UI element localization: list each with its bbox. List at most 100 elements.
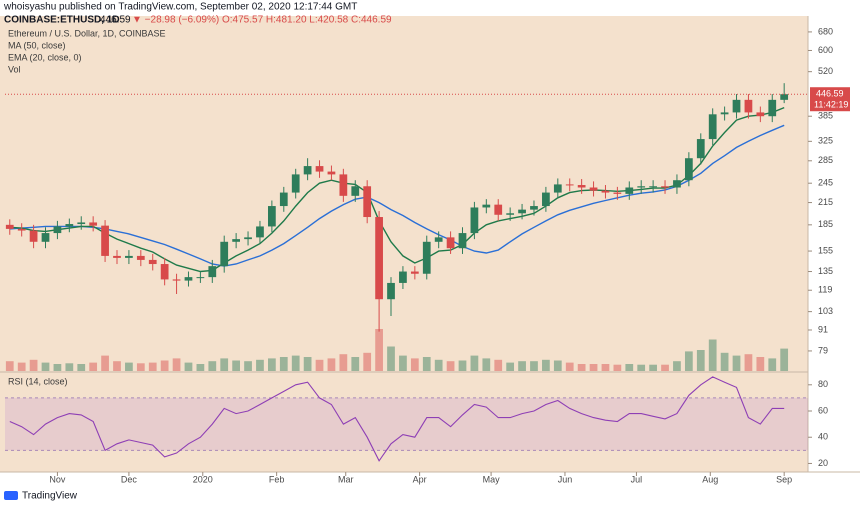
x-tick-label: Jul	[631, 474, 643, 484]
candle-body	[577, 185, 586, 188]
volume-bar	[661, 364, 669, 371]
volume-bar	[732, 355, 741, 371]
y-tick-label: 680	[818, 26, 833, 36]
candle-body	[506, 213, 515, 215]
volume-bar	[172, 358, 181, 371]
candle-body	[613, 192, 622, 194]
volume-bar	[268, 358, 276, 371]
volume-bar	[780, 348, 789, 371]
y-tick-label: 185	[818, 219, 833, 229]
candle-body	[5, 224, 14, 229]
candle-body	[720, 112, 729, 115]
candle-body	[172, 279, 181, 281]
candle-body	[387, 282, 395, 300]
candle-body	[482, 204, 491, 208]
volume-bar	[577, 364, 586, 371]
volume-bar	[637, 364, 646, 371]
candle-body	[696, 139, 705, 159]
candle-body	[101, 225, 109, 256]
y-tick-label: 215	[818, 197, 833, 207]
y-tick-label: 80	[818, 379, 828, 389]
candle-body	[756, 112, 765, 117]
candle-body	[220, 241, 229, 267]
candle-body	[160, 264, 169, 280]
candle-body	[363, 186, 372, 218]
volume-bar	[89, 362, 98, 371]
candle-body	[29, 230, 38, 242]
legend-rsi: RSI (14, close)	[8, 376, 68, 386]
volume-bar	[530, 361, 538, 371]
header-ohlc: O:475.57 H:481.20 L:420.58 C:446.59	[222, 15, 392, 26]
volume-bar	[101, 355, 109, 371]
volume-bar	[351, 357, 360, 371]
volume-bar	[315, 359, 324, 371]
header-change: ▼ −28.98 (−6.09%)	[132, 15, 219, 26]
y-tick-label: 155	[818, 245, 833, 255]
candle-body	[494, 204, 503, 215]
candle-body	[637, 186, 646, 188]
candle-body	[184, 277, 193, 281]
volume-bar	[422, 357, 431, 371]
volume-bar	[625, 364, 634, 371]
candle-body	[565, 184, 574, 186]
candle-body	[208, 266, 217, 278]
volume-bar	[363, 352, 372, 371]
publish-line: whoisyashu published on TradingView.com,…	[3, 2, 357, 13]
rsi-band	[5, 397, 808, 451]
candle-body	[601, 190, 610, 193]
candle-body	[339, 174, 348, 196]
candle-body	[684, 158, 693, 181]
volume-bar	[589, 364, 598, 371]
candle-body	[434, 237, 443, 242]
candle-body	[744, 99, 753, 113]
x-tick-label: May	[483, 474, 501, 484]
candle-body	[553, 184, 562, 193]
volume-bar	[232, 360, 241, 371]
y-tick-label: 91	[818, 324, 828, 334]
candle-body	[148, 259, 157, 265]
volume-bar	[125, 362, 133, 371]
candle-body	[244, 237, 252, 240]
volume-bar	[696, 350, 705, 371]
volume-bar	[53, 364, 62, 371]
indicator-line	[9, 106, 785, 273]
candle-body	[279, 192, 288, 207]
volume-bar	[339, 354, 348, 371]
candle-body	[53, 226, 62, 234]
volume-bar	[387, 346, 395, 371]
x-tick-label: Mar	[338, 474, 354, 484]
candle-body	[232, 239, 241, 242]
volume-bar	[327, 358, 336, 371]
volume-bar	[410, 358, 419, 371]
candle-body	[708, 114, 717, 140]
candle-body	[422, 241, 431, 274]
volume-bar	[29, 359, 38, 371]
volume-bar	[518, 361, 526, 371]
legend-ma: MA (50, close)	[8, 40, 66, 50]
candle-body	[303, 166, 312, 175]
volume-bar	[649, 364, 657, 371]
legend-vol: Vol	[8, 64, 21, 74]
volume-bar	[279, 357, 288, 371]
x-tick-label: Nov	[49, 474, 66, 484]
candle-body	[113, 255, 121, 258]
candle-body	[89, 222, 98, 226]
volume-bar	[65, 363, 74, 371]
countdown-label: 11:42:19	[814, 100, 848, 110]
candle-body	[410, 271, 419, 274]
volume-bar	[184, 362, 193, 371]
volume-bar	[303, 357, 312, 371]
last-price-label: 446.59	[816, 89, 844, 99]
candle-body	[125, 255, 133, 258]
volume-bar	[494, 359, 503, 371]
candle-body	[458, 233, 467, 249]
x-tick-label: Dec	[121, 474, 138, 484]
candle-body	[196, 277, 205, 279]
candle-body	[291, 174, 300, 193]
volume-bar	[684, 351, 693, 371]
volume-bar	[542, 359, 550, 371]
y-tick-label: 79	[818, 345, 828, 355]
volume-bar	[17, 362, 26, 371]
y-tick-label: 135	[818, 266, 833, 276]
